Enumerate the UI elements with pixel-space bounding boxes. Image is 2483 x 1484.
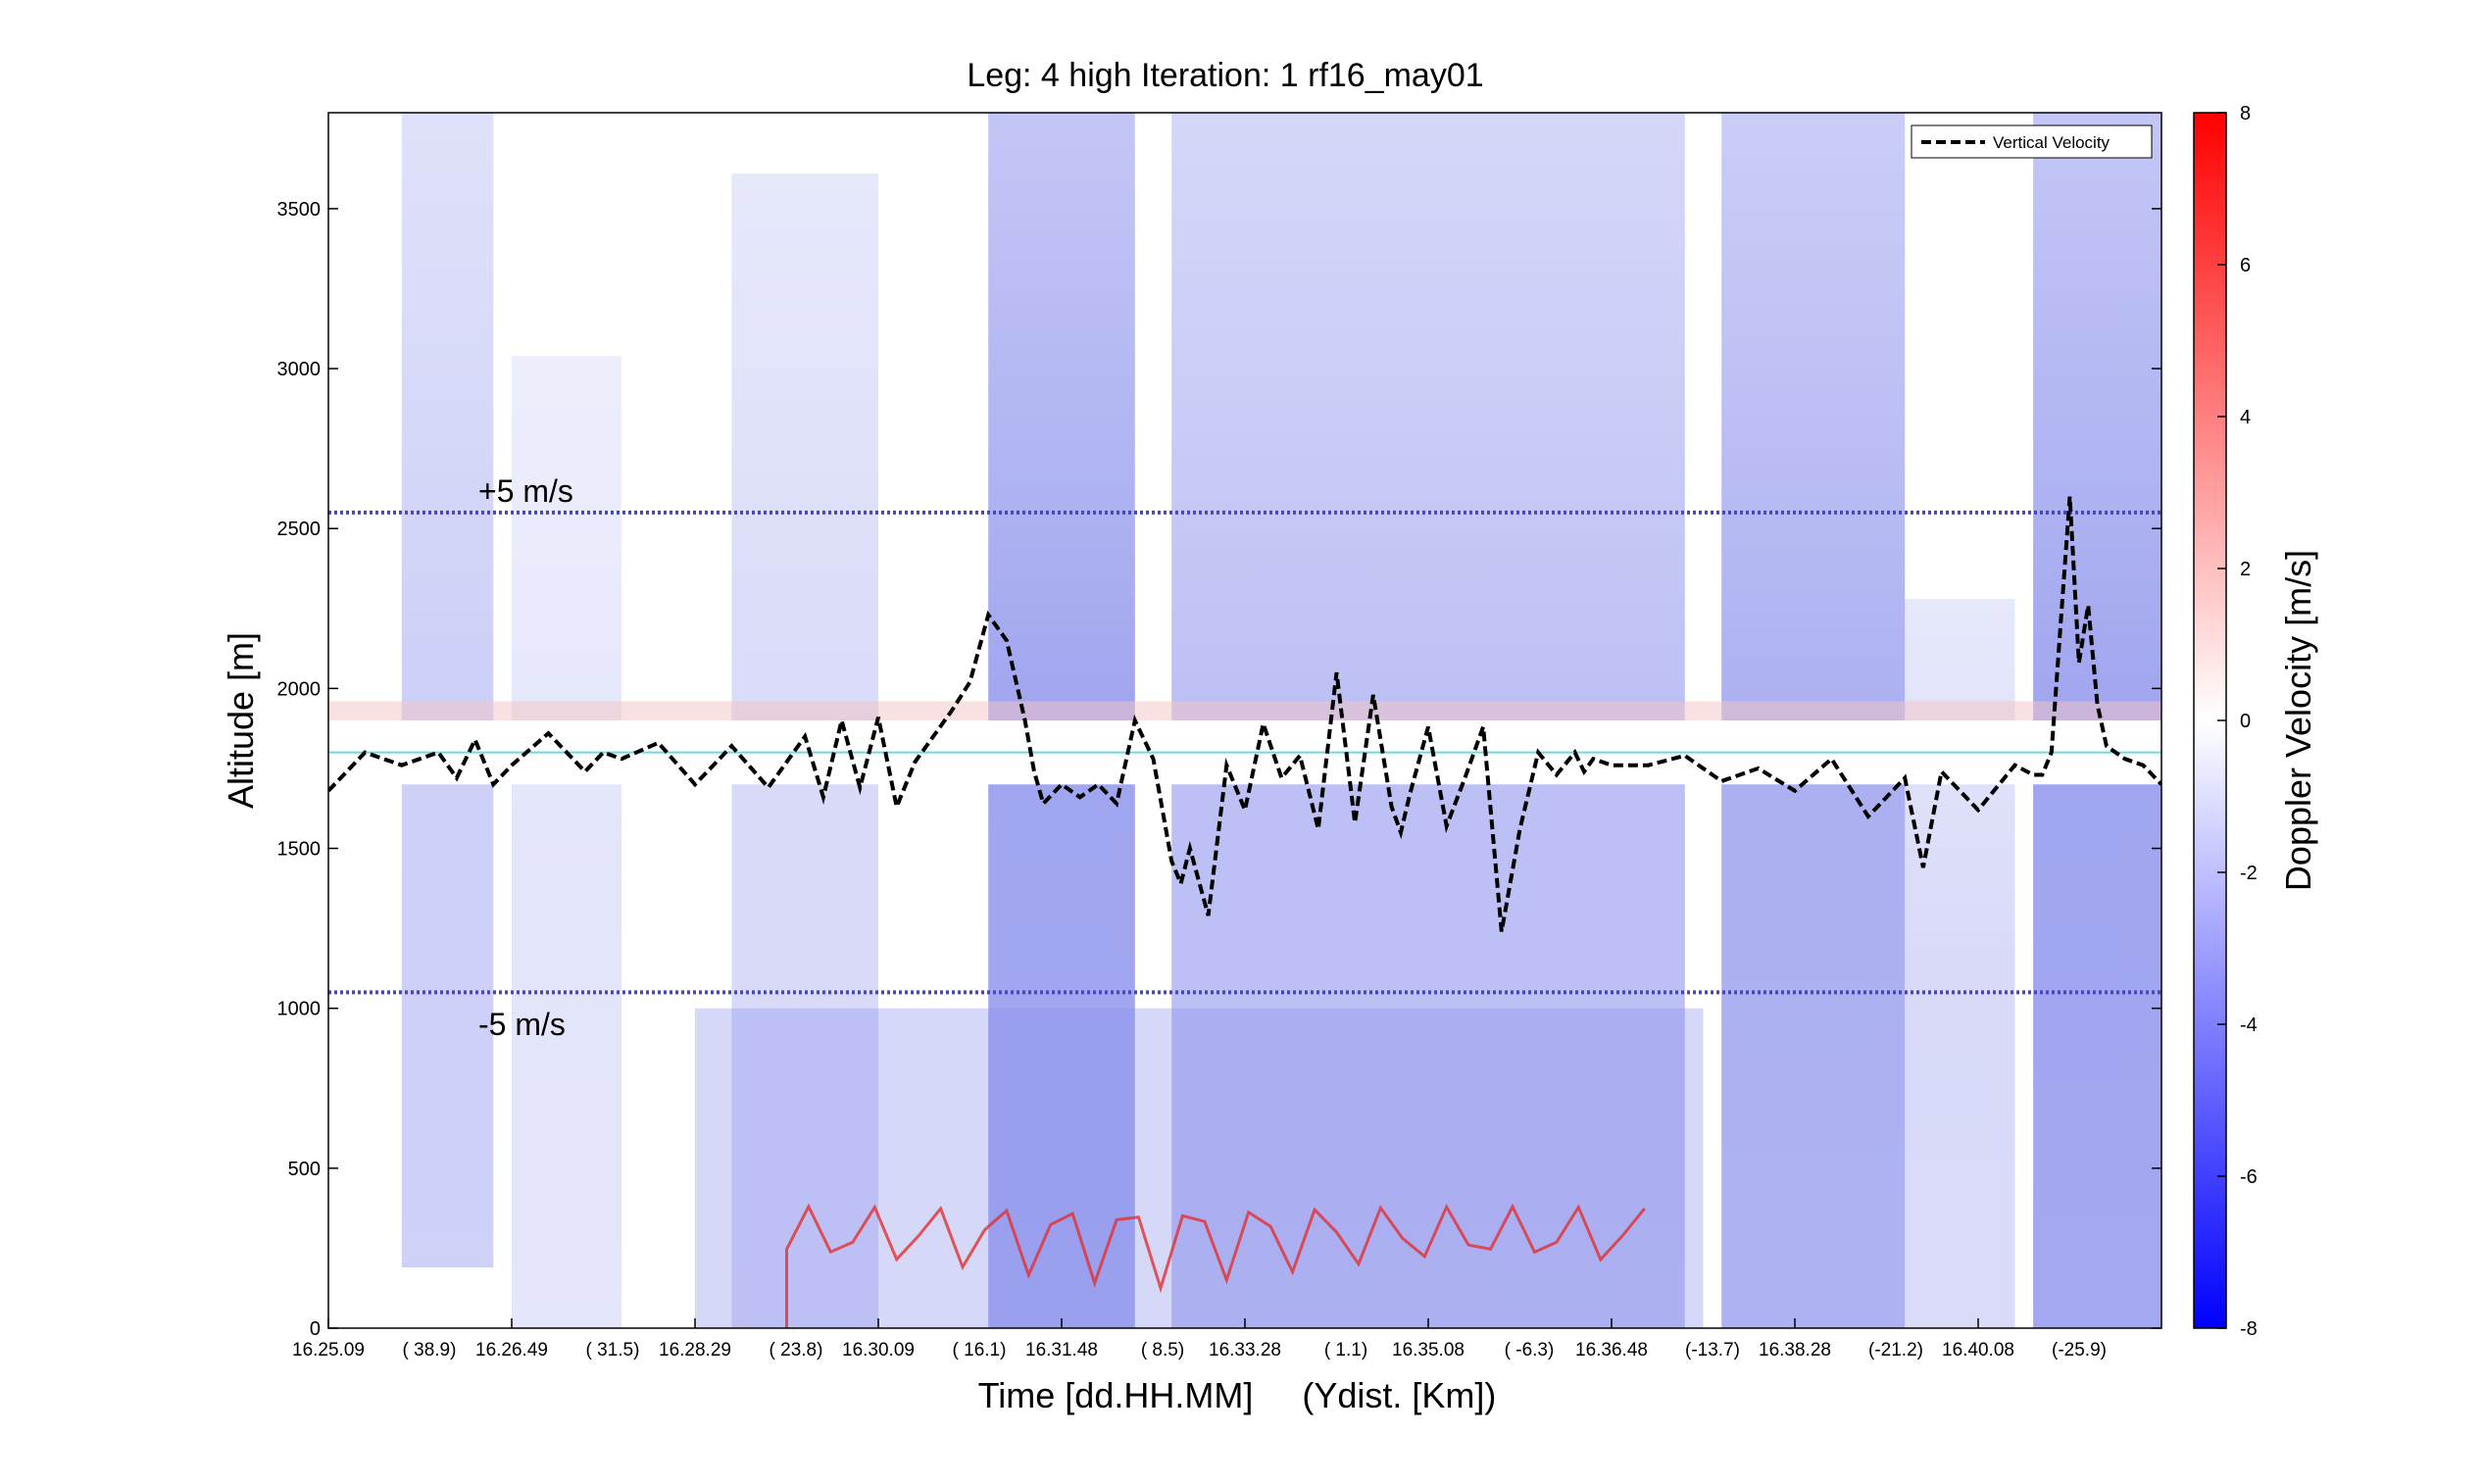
x-tick-time-label: 16.35.08 [1392,1340,1465,1360]
x-axis-ticks: 16.25.09 ( 38.9) 16.26.49 ( 31.5) 16.28.29 ( … [292,1318,2107,1360]
legend: Vertical Velocity [1911,124,2153,159]
y-tick-label: 2000 [277,678,322,700]
y-axis-ticks: 0 500 1000 1500 2000 2500 3000 3500 [277,199,2161,1340]
x-tick-time-label: 16.38.28 [1759,1340,1831,1360]
x-tick-dist-label: ( 31.5) [586,1340,640,1360]
x-tick-dist-label: ( 23.8) [770,1340,823,1360]
gap-edge-strip [328,701,2161,720]
heatmap-band [512,356,622,1328]
y-tick-label: 500 [288,1159,321,1180]
colorbar-tick-label: -4 [2240,1014,2258,1036]
y-tick-label: 3500 [277,199,322,221]
surface-clutter [785,1203,1646,1328]
y-tick-label: 0 [310,1318,321,1340]
colorbar-tick-label: 2 [2240,559,2251,580]
colorbar-tick-label: 0 [2240,711,2251,732]
colorbar-tick-label: -8 [2240,1318,2258,1340]
minus-5-annotation: -5 m/s [478,1007,566,1042]
heatmap-band [401,113,494,1267]
chart-title: Leg: 4 high Iteration: 1 rf16_may01 [967,57,1483,94]
colorbar-tick-label: 4 [2240,407,2251,428]
y-tick-label: 3000 [277,359,322,380]
x-tick-dist-label: (-21.2) [1868,1340,1923,1360]
x-tick-dist-label: ( 16.1) [953,1340,1007,1360]
vertical-velocity-line [328,496,2161,932]
x-tick-dist-label: (-13.7) [1685,1340,1740,1360]
x-tick-time-label: 16.40.08 [1942,1340,2014,1360]
x-tick-time-label: 16.31.48 [1025,1340,1098,1360]
y-tick-label: 2500 [277,519,322,540]
colorbar-tick-label: 6 [2240,255,2251,276]
colorbar-tick-label: -6 [2240,1166,2258,1188]
x-tick-dist-label: ( -6.3) [1505,1340,1555,1360]
x-tick-time-label: 16.33.28 [1209,1340,1281,1360]
colorbar-tick-label: -2 [2240,863,2258,884]
colorbar-tick-label: 8 [2240,103,2251,124]
x-tick-dist-label: ( 38.9) [403,1340,457,1360]
y-axis-label: Altitude [m] [221,632,261,809]
x-tick-time-label: 16.28.29 [659,1340,731,1360]
y-tick-label: 1000 [277,999,322,1020]
plus-5-annotation: +5 m/s [478,473,573,509]
colorbar: -8 -6 -4 -2 0 2 4 6 8 Doppler Velocity [m/s] [2193,103,2318,1340]
x-tick-time-label: 16.36.48 [1575,1340,1648,1360]
colorbar-label: Doppler Velocity [m/s] [2278,550,2318,891]
x-tick-dist-label: ( 8.5) [1141,1340,1184,1360]
x-tick-time-label: 16.30.09 [842,1340,915,1360]
colorbar-ticks: -8 -6 -4 -2 0 2 4 6 8 [2217,103,2258,1340]
x-tick-dist-label: ( 1.1) [1324,1340,1367,1360]
heatmap-lower-fill [695,1008,1704,1328]
y-tick-label: 1500 [277,839,322,861]
legend-label: Vertical Velocity [1993,133,2111,152]
x-tick-time-label: 16.26.49 [475,1340,548,1360]
x-tick-dist-label: (-25.9) [2052,1340,2107,1360]
x-tick-time-label: 16.25.09 [292,1340,365,1360]
x-axis-label: Time [dd.HH.MM] (Ydist. [Km]) [978,1375,1497,1415]
